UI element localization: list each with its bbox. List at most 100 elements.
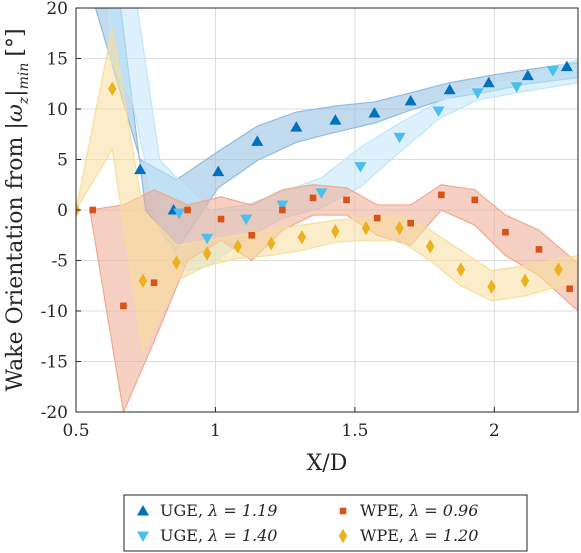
y-axis-label-bar: | — [3, 89, 28, 96]
marker-series-4 — [138, 273, 148, 288]
legend-item: UGE, λ = 1.19 — [137, 501, 277, 520]
marker-series-3 — [471, 196, 479, 204]
marker-series-1 — [290, 121, 303, 132]
marker-series-2 — [240, 214, 253, 226]
marker-series-4 — [108, 81, 117, 96]
band-series-1 — [94, 8, 578, 252]
marker-series-4 — [297, 230, 307, 245]
x-tick-label: 1 — [210, 421, 221, 441]
marker-series-3 — [217, 215, 225, 223]
marker-series-3 — [279, 206, 286, 214]
y-axis-label: Wake Orientation from |ωz|min [°] — [3, 28, 32, 391]
marker-series-1 — [482, 76, 495, 88]
legend-item: UGE, λ = 1.40 — [137, 526, 277, 545]
legend-label: UGE, λ = 1.40 — [160, 526, 277, 545]
y-tick-label: -15 — [41, 353, 68, 373]
marker-series-2 — [276, 200, 289, 211]
marker-series-3 — [309, 194, 317, 202]
y-tick-label: 15 — [46, 50, 68, 70]
y-tick-label: 5 — [57, 151, 68, 171]
x-tick-label: 2 — [489, 421, 500, 441]
marker-series-2 — [432, 106, 445, 118]
legend-marker — [137, 531, 149, 542]
marker-series-3 — [343, 196, 350, 204]
legend-marker — [338, 528, 348, 544]
marker-series-2 — [471, 88, 484, 99]
marker-series-1 — [521, 69, 534, 81]
marker-series-4 — [267, 236, 276, 251]
y-tick-label: 10 — [46, 100, 68, 120]
marker-series-1 — [251, 135, 264, 146]
legend-box — [123, 494, 528, 552]
marker-series-4 — [202, 246, 212, 261]
marker-series-1 — [329, 114, 342, 125]
y-axis-label-min: min — [16, 63, 32, 90]
marker-series-1 — [443, 83, 456, 95]
legend-item: WPE, λ = 1.20 — [338, 526, 478, 545]
marker-series-3 — [502, 228, 509, 236]
marker-series-4 — [361, 220, 371, 236]
confidence-bands — [76, 8, 578, 412]
y-tick-label: -5 — [51, 252, 68, 272]
x-tick-label: 1.5 — [341, 421, 368, 441]
marker-series-1 — [212, 165, 225, 177]
y-axis-label-sub: z — [16, 96, 32, 105]
marker-series-4 — [233, 239, 242, 254]
legend-label-value: λ = 0.96 — [408, 501, 478, 520]
marker-series-3 — [566, 285, 573, 293]
legend-label: WPE, λ = 1.20 — [360, 526, 478, 545]
legend-label: WPE, λ = 0.96 — [360, 501, 478, 520]
legend-label-value: λ = 1.20 — [408, 526, 478, 545]
tick-labels: 0.5 1 1.5 2 -20 -15 -10 -5 0 5 10 15 20 — [41, 0, 500, 441]
legend-label-value: λ = 1.40 — [207, 526, 277, 545]
marker-series-4 — [331, 224, 340, 239]
band-series-4 — [76, 28, 578, 354]
marker-series-1 — [134, 163, 147, 175]
marker-series-3 — [407, 219, 414, 227]
x-axis-label: X/D — [307, 451, 348, 476]
marker-series-2 — [354, 162, 367, 173]
data-markers — [76, 60, 573, 310]
legend-marker — [137, 505, 149, 516]
legend-label-prefix: WPE, — [360, 501, 409, 520]
legend-label-prefix: WPE, — [360, 526, 409, 545]
marker-series-4 — [172, 255, 181, 270]
marker-series-2 — [173, 208, 186, 220]
marker-series-2 — [393, 132, 406, 144]
marker-series-3 — [150, 279, 158, 287]
y-axis-label-omega: |ω — [3, 104, 28, 129]
marker-series-4 — [554, 262, 563, 277]
marker-series-2 — [510, 82, 523, 93]
marker-series-3 — [438, 191, 445, 199]
marker-series-3 — [184, 206, 191, 214]
y-tick-label: -10 — [41, 302, 68, 322]
legend-label-prefix: UGE, — [160, 501, 208, 520]
marker-series-3 — [535, 246, 543, 253]
marker-series-2 — [201, 233, 214, 245]
x-tick-label: 0.5 — [62, 421, 89, 441]
marker-series-4 — [456, 262, 466, 277]
legend-label: UGE, λ = 1.19 — [160, 501, 277, 520]
marker-series-2 — [546, 66, 559, 77]
y-tick-label: 20 — [46, 0, 68, 19]
y-axis-label-unit: [°] — [3, 28, 28, 56]
marker-series-3 — [373, 214, 381, 222]
marker-series-1 — [404, 94, 417, 106]
marker-series-4 — [425, 239, 435, 254]
marker-series-4 — [487, 279, 496, 294]
legend-label-value: λ = 1.19 — [207, 501, 277, 520]
marker-series-3 — [248, 231, 255, 239]
y-tick-label: 0 — [57, 201, 68, 221]
marker-series-1 — [560, 60, 573, 72]
legend-label-prefix: UGE, — [160, 526, 208, 545]
y-tick-label: -20 — [41, 403, 68, 423]
y-axis-label-main: Wake Orientation from — [3, 130, 28, 392]
legend-marker — [339, 507, 347, 515]
marker-series-1 — [368, 107, 381, 118]
legend: UGE, λ = 1.19 WPE, λ = 0.96 UGE, λ = 1.40 W… — [123, 494, 528, 552]
marker-series-3 — [89, 206, 97, 214]
marker-series-4 — [395, 220, 404, 236]
legend-item: WPE, λ = 0.96 — [339, 501, 478, 520]
marker-series-3 — [120, 302, 127, 310]
